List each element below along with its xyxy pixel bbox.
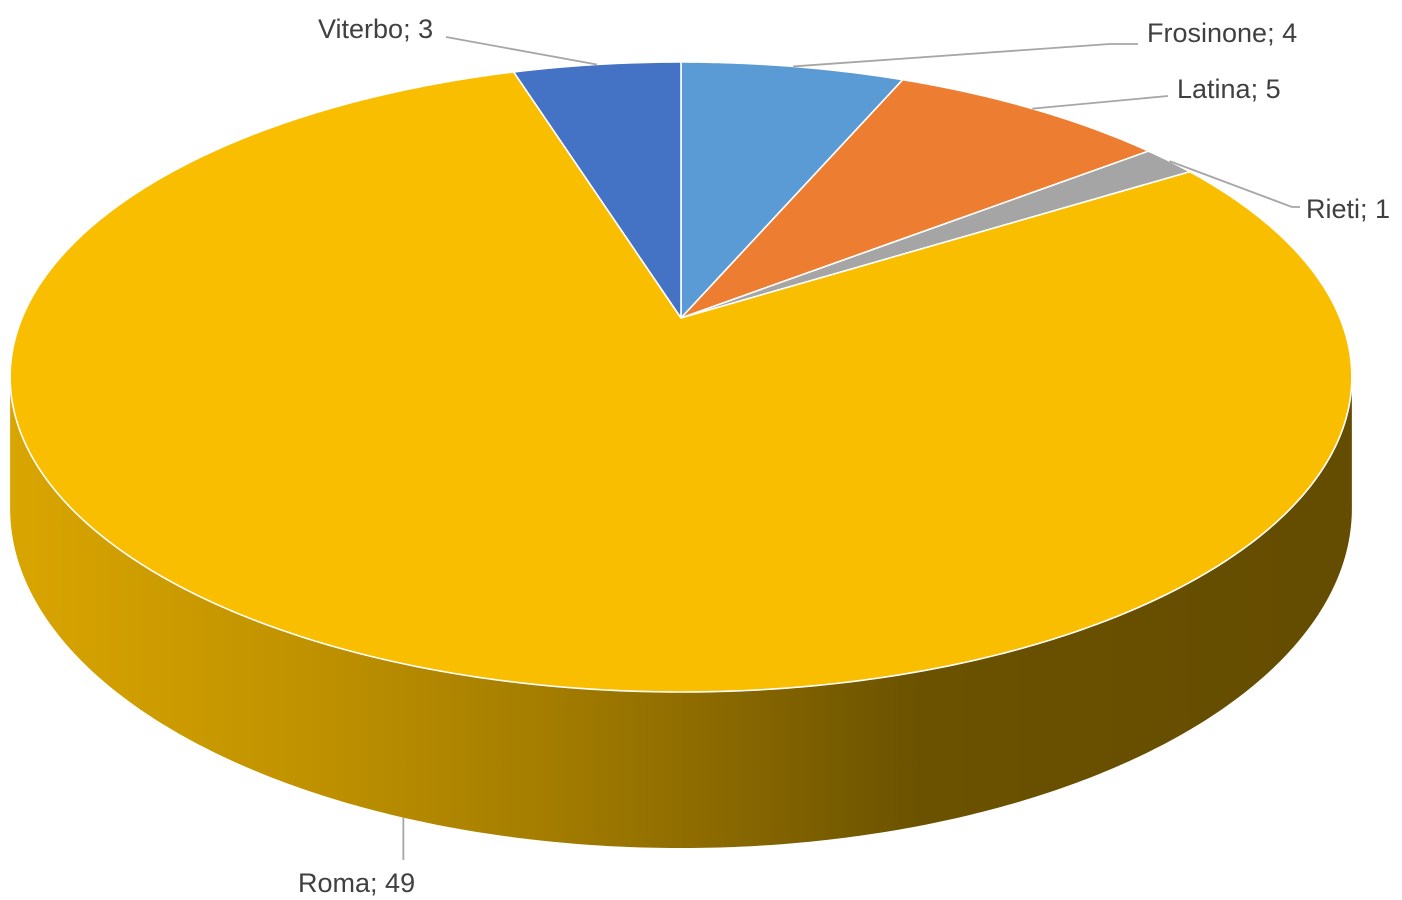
data-label-separator: ; [370, 868, 385, 898]
data-label-frosinone: Frosinone; 4 [1147, 18, 1297, 48]
pie-slice-roma [9, 71, 1353, 693]
data-label-category: Rieti [1306, 194, 1360, 224]
leader-line-latina [1032, 95, 1169, 110]
data-label-viterbo: Viterbo; 3 [318, 14, 433, 44]
data-label-separator: ; [1267, 18, 1282, 48]
leader-line-viterbo [445, 36, 597, 66]
leader-line-rieti [1169, 160, 1300, 208]
pie-side-wall-roma [10, 377, 1352, 849]
data-label-value: 1 [1375, 194, 1390, 224]
pie-slices [9, 61, 1353, 693]
data-label-value: 3 [418, 14, 433, 44]
data-label-category: Latina [1177, 74, 1252, 104]
data-label-value: 5 [1266, 74, 1281, 104]
pie-slice-latina [680, 78, 1150, 319]
data-label-value: 4 [1282, 18, 1297, 48]
data-label-latina: Latina; 5 [1177, 74, 1281, 104]
data-label-rieti: Rieti; 1 [1306, 194, 1390, 224]
leader-line-frosinone [793, 43, 1138, 68]
data-label-separator: ; [1251, 74, 1266, 104]
data-label-value: 49 [385, 868, 415, 898]
pie-side-wall-layer [10, 377, 1352, 849]
data-label-separator: ; [403, 14, 418, 44]
data-label-category: Viterbo [318, 14, 403, 44]
data-label-category: Roma [298, 868, 371, 898]
data-label-roma: Roma; 49 [298, 868, 415, 898]
leader-lines [402, 36, 1300, 860]
data-label-category: Frosinone [1147, 18, 1267, 48]
data-label-separator: ; [1360, 194, 1375, 224]
